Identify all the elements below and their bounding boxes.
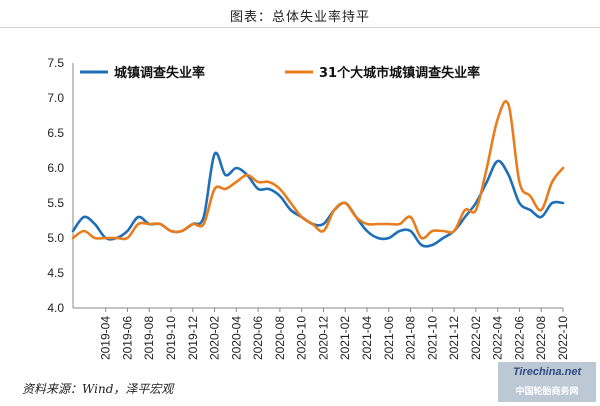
x-tick-label: 2021-08 — [404, 316, 418, 360]
x-tick-label: 2019-04 — [99, 316, 113, 360]
x-axis-ticks: 2019-04 2019-06 2019-08 2019-10 2019-12 2020-… — [99, 308, 570, 360]
x-tick-label: 2019-08 — [142, 316, 156, 360]
x-tick-label: 2022-04 — [491, 316, 505, 360]
title-divider — [0, 27, 600, 28]
y-tick-label: 7.5 — [47, 56, 64, 70]
y-tick-label: 4.5 — [47, 266, 64, 280]
series-lines — [71, 99, 565, 248]
x-tick-label: 2020-08 — [273, 316, 287, 360]
y-tick-label: 4.0 — [47, 301, 64, 315]
x-tick-label: 2020-10 — [295, 316, 309, 360]
x-tick-label: 2021-10 — [425, 316, 439, 360]
x-tick-label: 2021-06 — [382, 316, 396, 360]
y-tick-label: 6.0 — [47, 161, 64, 175]
series-line-2 — [71, 99, 565, 241]
x-tick-label: 2022-08 — [534, 316, 548, 360]
x-tick-label: 2019-12 — [186, 316, 200, 360]
x-tick-label: 2019-10 — [164, 316, 178, 360]
x-tick-label: 2020-12 — [316, 316, 330, 360]
y-tick-label: 5.0 — [47, 231, 64, 245]
chart-axes — [72, 63, 563, 309]
y-tick-label: 5.5 — [47, 196, 64, 210]
x-tick-label: 2021-02 — [338, 316, 352, 360]
y-axis-ticks: 4.0 4.5 5.0 5.5 6.0 6.5 7.0 7.5 — [47, 56, 64, 315]
watermark-logo: Tirechina.net 中国轮胎商务网 — [498, 362, 596, 402]
x-tick-label: 2020-04 — [229, 316, 243, 360]
y-tick-label: 6.5 — [47, 126, 64, 140]
x-tick-label: 2022-06 — [512, 316, 526, 360]
legend-label: 31个大城市城镇调查失业率 — [319, 65, 480, 81]
x-tick-label: 2020-06 — [251, 316, 265, 360]
watermark-brand: Tirechina.net — [512, 366, 582, 378]
series-line-1 — [71, 151, 565, 248]
watermark-name: 中国轮胎商务网 — [515, 387, 579, 397]
chart-title: 图表：总体失业率持平 — [229, 10, 370, 25]
x-tick-label: 2020-02 — [208, 316, 222, 360]
legend-label: 城镇调查失业率 — [114, 65, 205, 81]
x-tick-label: 2021-12 — [447, 316, 461, 360]
x-tick-label: 2021-04 — [360, 316, 374, 360]
x-tick-label: 2019-06 — [120, 316, 134, 360]
source-note: 资料来源：Wind，泽平宏观 — [22, 382, 174, 396]
y-tick-label: 7.0 — [47, 91, 64, 105]
x-tick-label: 2022-10 — [556, 316, 570, 360]
x-tick-label: 2022-02 — [469, 316, 483, 360]
chart-legend: 城镇调查失业率 31个大城市城镇调查失业率 — [80, 65, 480, 81]
